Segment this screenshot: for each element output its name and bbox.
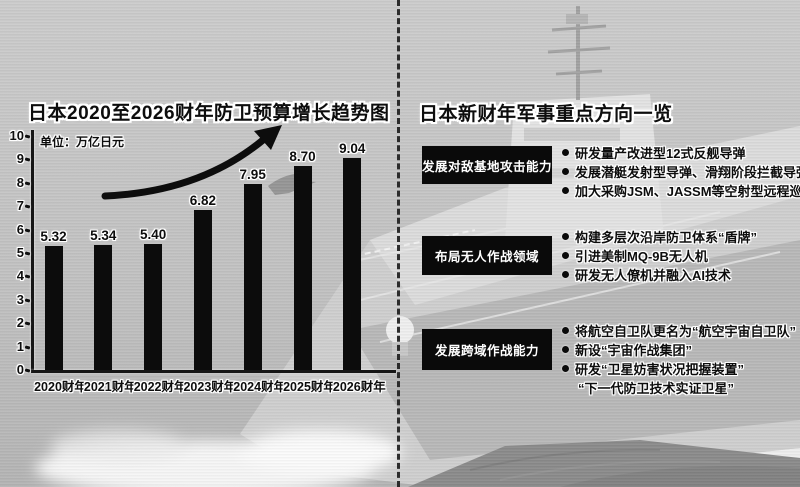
bullet-item: 研发“卫星妨害状况把握装置” bbox=[562, 359, 744, 378]
x-axis-label: 2021财年 bbox=[83, 380, 137, 394]
bullet-text: 新设“宇宙作战集团” bbox=[575, 343, 693, 358]
bullet-text: 引进美制MQ-9B无人机 bbox=[575, 249, 708, 264]
y-axis-tick-label: 9 bbox=[16, 151, 24, 167]
bullet-icon bbox=[562, 168, 569, 175]
bullet-icon bbox=[562, 233, 569, 240]
bullet-icon bbox=[562, 327, 569, 334]
bullet-item: 构建多层次沿岸防卫体系“盾牌” bbox=[562, 227, 757, 246]
bullet-item: 发展潜艇发射型导弹、滑翔阶段拦截导弹等 bbox=[562, 162, 800, 181]
bullet-text: 加大采购JSM、JASSM等空射型远程巡航导弹 bbox=[575, 184, 800, 199]
wake-foam bbox=[35, 430, 402, 487]
bullet-icon bbox=[562, 365, 569, 372]
jet-aircraft bbox=[268, 173, 316, 195]
bar-2025财年 bbox=[293, 166, 312, 370]
bullet-icon bbox=[562, 149, 569, 156]
mast-platform bbox=[566, 14, 588, 24]
y-axis-tick-label: 7 bbox=[16, 198, 24, 214]
island-deck-band bbox=[518, 168, 636, 178]
bar-2021财年 bbox=[94, 245, 113, 370]
y-axis-tick-label: 1 bbox=[16, 338, 24, 354]
section-heading-box: 发展对敌基地攻击能力 bbox=[422, 146, 552, 184]
section-heading: 布局无人作战领域 bbox=[434, 250, 539, 264]
chart-title: 日本2020至2026财年防卫预算增长趋势图 bbox=[28, 103, 390, 124]
y-axis-tick-label: 5 bbox=[16, 245, 24, 260]
x-axis-label: 2026财年 bbox=[332, 380, 386, 394]
y-axis-tick-label: 3 bbox=[16, 291, 24, 307]
bullet-text: 研发无人僚机并融入AI技术 bbox=[575, 268, 732, 283]
deck-structures bbox=[350, 240, 800, 460]
bullet-item: 引进美制MQ-9B无人机 bbox=[562, 246, 708, 265]
bullet-item: 新设“宇宙作战集团” bbox=[562, 340, 692, 359]
radome bbox=[386, 316, 414, 344]
section-heading-box: 发展跨域作战能力 bbox=[422, 329, 552, 370]
bar-value-label: 6.82 bbox=[189, 193, 217, 209]
bar-value-label: 9.04 bbox=[339, 141, 366, 157]
y-axis-tick-label: 6 bbox=[16, 221, 24, 237]
focus-panel-title: 日本新财年军事重点方向一览 bbox=[419, 104, 673, 125]
bullet-text: 研发量产改进型12式反舰导弹 bbox=[575, 146, 746, 161]
budget-chart-panel: 日本2020至2026财年防卫预算增长趋势图 单位：万亿日元 0 1 2 3 4 5 6 7 8… bbox=[9, 103, 396, 394]
bullet-icon bbox=[562, 271, 569, 278]
y-axis-line bbox=[31, 130, 34, 372]
bar-2024财年 bbox=[243, 183, 262, 370]
bow-waves bbox=[408, 440, 800, 487]
bullet-continuation: “下一代防卫技术实证卫星” bbox=[562, 378, 734, 397]
bullet-icon bbox=[562, 346, 569, 353]
x-axis-label: 2024财年 bbox=[233, 380, 287, 394]
y-axis-tick-label: 10 bbox=[9, 128, 24, 143]
x-axis-line bbox=[31, 370, 396, 373]
y-axis-tick-label: 4 bbox=[16, 268, 24, 284]
bar-value-label: 5.40 bbox=[139, 226, 167, 242]
bar-value-label: 5.32 bbox=[40, 228, 67, 244]
chart-unit-label: 单位：万亿日元 bbox=[40, 135, 125, 149]
section-heading: 发展跨域作战能力 bbox=[434, 344, 539, 358]
bullet-item: 研发量产改进型12式反舰导弹 bbox=[562, 143, 745, 162]
bullet-text: “下一代防卫技术实证卫星” bbox=[578, 381, 735, 396]
bar-2020财年 bbox=[44, 245, 63, 370]
x-axis-label: 2020财年 bbox=[34, 380, 87, 394]
section-heading-box: 布局无人作战领域 bbox=[422, 236, 552, 275]
bullet-text: 将航空自卫队更名为“航空宇宙自卫队” bbox=[575, 324, 797, 339]
deck-dashed-line bbox=[354, 229, 476, 257]
bullet-text: 研发“卫星妨害状况把握装置” bbox=[575, 362, 745, 377]
trend-arrow-icon bbox=[101, 125, 282, 200]
x-axis-label: 2025财年 bbox=[283, 380, 336, 394]
bullet-item: 加大采购JSM、JASSM等空射型远程巡航导弹 bbox=[562, 181, 800, 200]
y-axis-tick-label: 2 bbox=[16, 315, 24, 331]
bar-2026财年 bbox=[343, 158, 362, 370]
x-axis-label: 2022财年 bbox=[133, 380, 187, 394]
x-axis-label: 2023财年 bbox=[183, 380, 237, 394]
bullet-icon bbox=[562, 187, 569, 194]
island-window-band bbox=[524, 128, 620, 141]
bar-value-label: 8.70 bbox=[289, 149, 316, 165]
bullet-text: 构建多层次沿岸防卫体系“盾牌” bbox=[575, 230, 758, 245]
bar-chart: 0 1 2 3 4 5 6 7 8 9 10 5.32 2020财年 5.34 2021财年 5.40 2022… bbox=[9, 128, 396, 394]
bullet-item: 研发无人僚机并融入AI技术 bbox=[562, 265, 731, 284]
y-axis-tick-label: 8 bbox=[16, 174, 24, 190]
bar-2023财年 bbox=[193, 210, 212, 370]
bullet-text: 发展潜艇发射型导弹、滑翔阶段拦截导弹等 bbox=[575, 165, 800, 180]
section-heading: 发展对敌基地攻击能力 bbox=[422, 159, 553, 174]
bar-value-label: 7.95 bbox=[239, 166, 266, 182]
bullet-icon bbox=[562, 252, 569, 259]
bar-value-label: 5.34 bbox=[90, 228, 117, 244]
bullet-item: 将航空自卫队更名为“航空宇宙自卫队” bbox=[562, 321, 796, 340]
y-axis-tick-label: 0 bbox=[16, 362, 24, 377]
bar-2022财年 bbox=[144, 243, 163, 370]
radome-pedestal bbox=[392, 342, 408, 356]
dashed-divider bbox=[397, 0, 400, 487]
